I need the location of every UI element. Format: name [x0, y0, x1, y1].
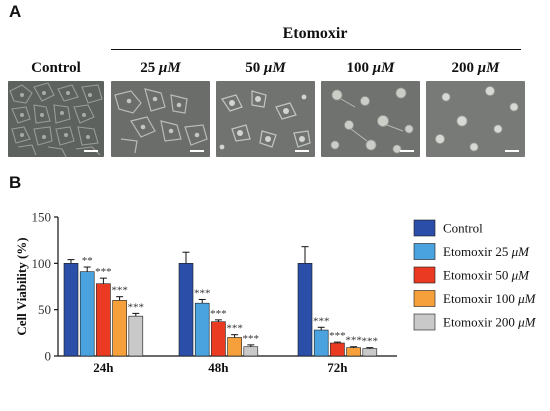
- y-tick-label: 100: [32, 256, 52, 271]
- y-tick-label: 150: [32, 210, 52, 225]
- scale-bar: [400, 150, 414, 152]
- significance-label: ***: [194, 287, 211, 299]
- legend-swatch: [413, 219, 436, 237]
- panel-b-letter: B: [9, 173, 22, 192]
- treatment-bracket-line: [111, 49, 521, 50]
- bar: [194, 302, 210, 357]
- bar: [79, 271, 95, 357]
- image-label-200: 200 μM: [451, 60, 500, 76]
- significance-label: ***: [128, 301, 145, 313]
- bar: [346, 347, 361, 357]
- treatment-label: Etomoxir: [282, 25, 348, 42]
- image-label-100: 100 μM: [346, 60, 395, 76]
- significance-label: ***: [111, 285, 128, 297]
- significance-label: ***: [345, 335, 362, 347]
- y-tick-label: 0: [45, 349, 52, 364]
- bar: [128, 315, 144, 357]
- legend-label: Etomoxir 25 μM: [443, 244, 530, 259]
- bar: [362, 348, 378, 357]
- significance-label: ***: [329, 330, 346, 342]
- micrograph-25um: [111, 81, 210, 157]
- panel-a-letter: A: [9, 2, 22, 21]
- bar: [313, 329, 329, 357]
- scale-bar: [505, 150, 519, 152]
- significance-label: ***: [95, 266, 112, 278]
- image-label-50: 50 μM: [245, 60, 286, 76]
- scale-bar: [84, 150, 98, 152]
- bar: [178, 263, 194, 357]
- image-label-control: Control: [31, 60, 81, 76]
- significance-label: ***: [313, 315, 330, 327]
- y-tick-label: 50: [38, 302, 51, 317]
- x-tick-label: 24h: [93, 360, 114, 375]
- bar: [297, 263, 313, 357]
- bar: [96, 283, 111, 357]
- legend: Control Etomoxir 25 μM Etomoxir 50 μM Etomo…: [413, 219, 537, 331]
- micrograph-200um: [426, 81, 525, 157]
- bar: [63, 263, 79, 357]
- bar: [243, 346, 259, 357]
- scale-bar: [295, 150, 309, 152]
- scale-bar: [190, 150, 204, 152]
- legend-label: Etomoxir 200 μM: [443, 315, 537, 330]
- significance-label: **: [82, 255, 93, 267]
- micrograph-50um: [216, 81, 315, 157]
- significance-label: ***: [226, 323, 243, 335]
- significance-label: ***: [210, 308, 227, 320]
- x-tick-label: 72h: [327, 360, 348, 375]
- significance-label: ***: [362, 336, 379, 348]
- y-axis-label: Cell Viability (%): [14, 237, 29, 335]
- micrograph-100um: [321, 81, 420, 157]
- bar: [112, 300, 127, 357]
- legend-label: Etomoxir 100 μM: [443, 291, 537, 306]
- significance-label: ***: [243, 333, 260, 345]
- legend-swatch: [413, 243, 436, 260]
- x-tick-label: 48h: [208, 360, 229, 375]
- bar: [227, 337, 242, 357]
- bar: [211, 321, 226, 357]
- legend-label: Etomoxir 50 μM: [443, 268, 530, 283]
- legend-swatch: [413, 290, 436, 307]
- legend-label: Control: [443, 221, 483, 236]
- micrograph-control: [8, 81, 104, 157]
- bar: [330, 342, 345, 357]
- legend-swatch: [413, 313, 436, 331]
- legend-swatch: [413, 266, 436, 284]
- image-label-25: 25 μM: [140, 60, 181, 76]
